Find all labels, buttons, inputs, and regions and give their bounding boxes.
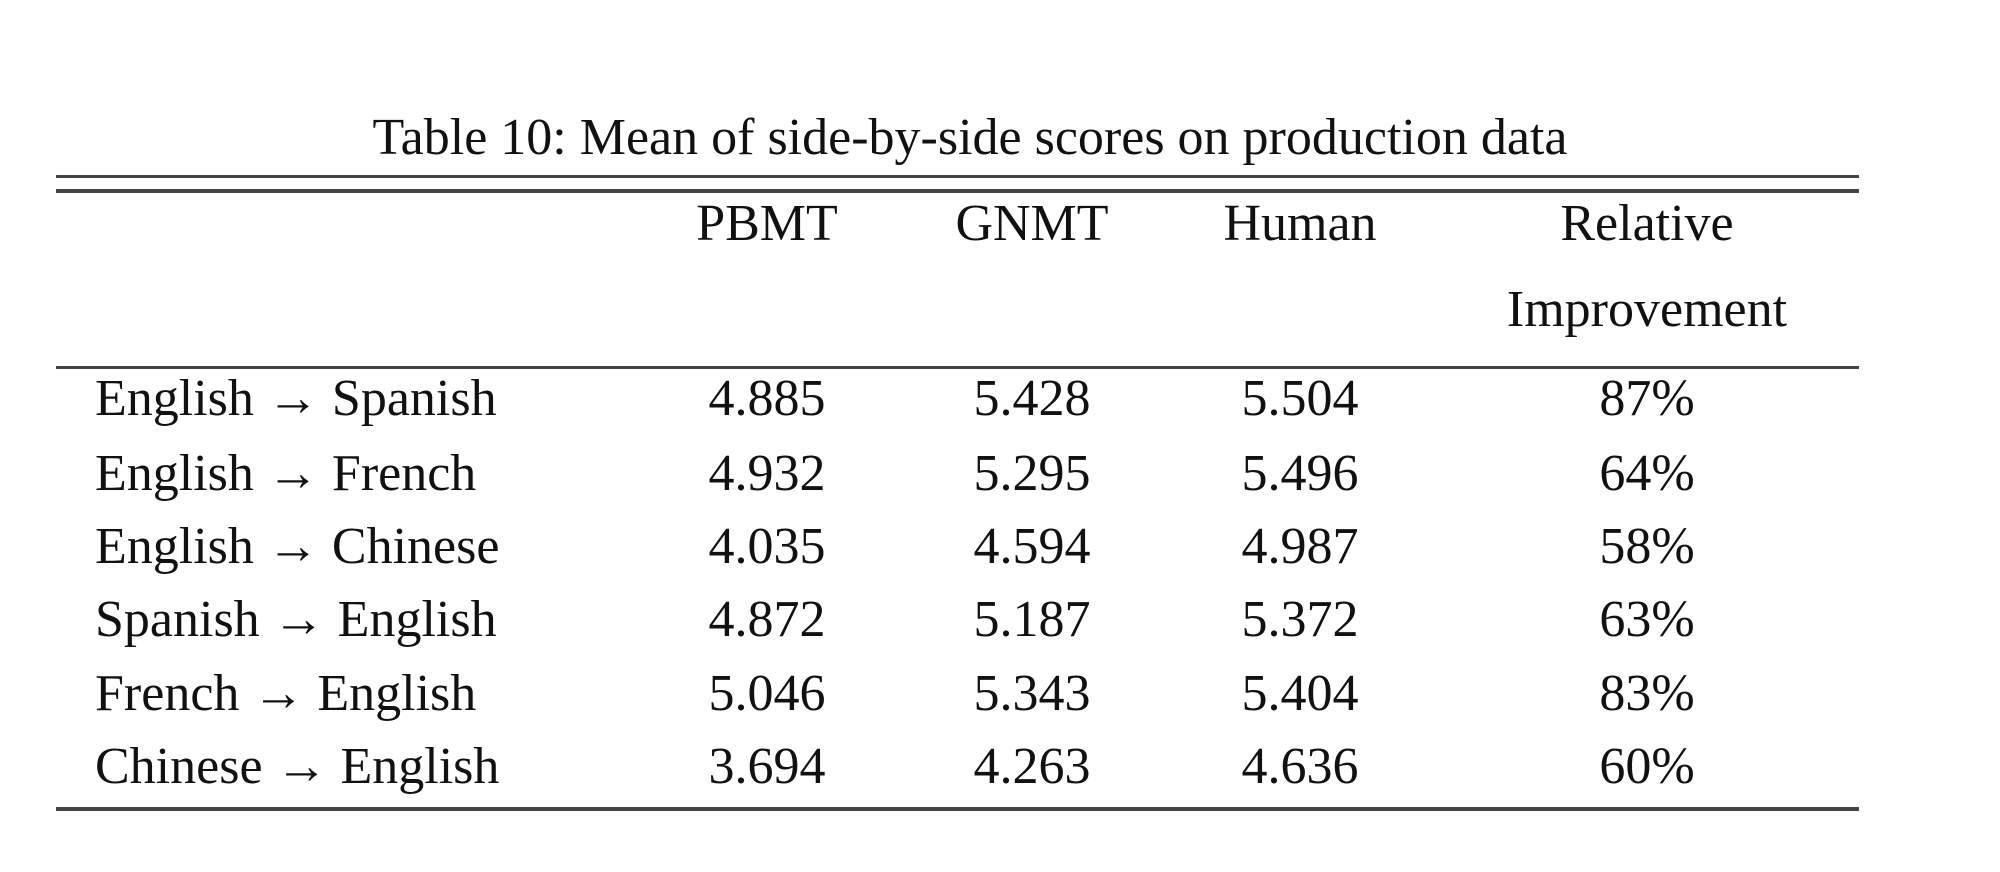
- cell: 4.885: [708, 370, 826, 427]
- table-title: Table 10: Mean of side-by-side scores on…: [372, 109, 1568, 166]
- cell: 5.404: [1241, 665, 1359, 722]
- cell: 4.594: [973, 518, 1091, 575]
- cell: 5.187: [973, 591, 1091, 648]
- cell: 5.343: [973, 665, 1091, 722]
- bottom-rule: [56, 807, 1859, 811]
- column-header: Human: [1223, 195, 1377, 252]
- cell: 5.496: [1241, 445, 1359, 502]
- row-label: Chinese → English: [95, 738, 500, 795]
- cell: 5.295: [973, 445, 1091, 502]
- column-header: GNMT: [955, 195, 1109, 252]
- cell: 5.504: [1241, 370, 1359, 427]
- top-rule: [56, 175, 1859, 178]
- cell: 4.263: [973, 738, 1091, 795]
- cell: 5.046: [708, 665, 826, 722]
- row-label: English → French: [95, 445, 477, 502]
- mid-rule: [56, 366, 1859, 369]
- cell: 4.987: [1241, 518, 1359, 575]
- top-rule: [56, 189, 1859, 193]
- row-label: French → English: [95, 665, 477, 722]
- cell: 4.932: [708, 445, 826, 502]
- cell: 4.636: [1241, 738, 1359, 795]
- cell: 87%: [1599, 370, 1695, 427]
- cell: 58%: [1599, 518, 1695, 575]
- cell: 63%: [1599, 591, 1695, 648]
- cell: 3.694: [708, 738, 826, 795]
- cell: 83%: [1599, 665, 1695, 722]
- row-label: English → Chinese: [95, 518, 500, 575]
- cell: 4.035: [708, 518, 826, 575]
- cell: 64%: [1599, 445, 1695, 502]
- column-header: PBMT: [696, 195, 838, 252]
- cell: 4.872: [708, 591, 826, 648]
- cell: 60%: [1599, 738, 1695, 795]
- cell: 5.428: [973, 370, 1091, 427]
- column-header: Relative Improvement: [1506, 195, 1788, 338]
- row-label: English → Spanish: [95, 370, 497, 427]
- row-label: Spanish → English: [95, 591, 497, 648]
- cell: 5.372: [1241, 591, 1359, 648]
